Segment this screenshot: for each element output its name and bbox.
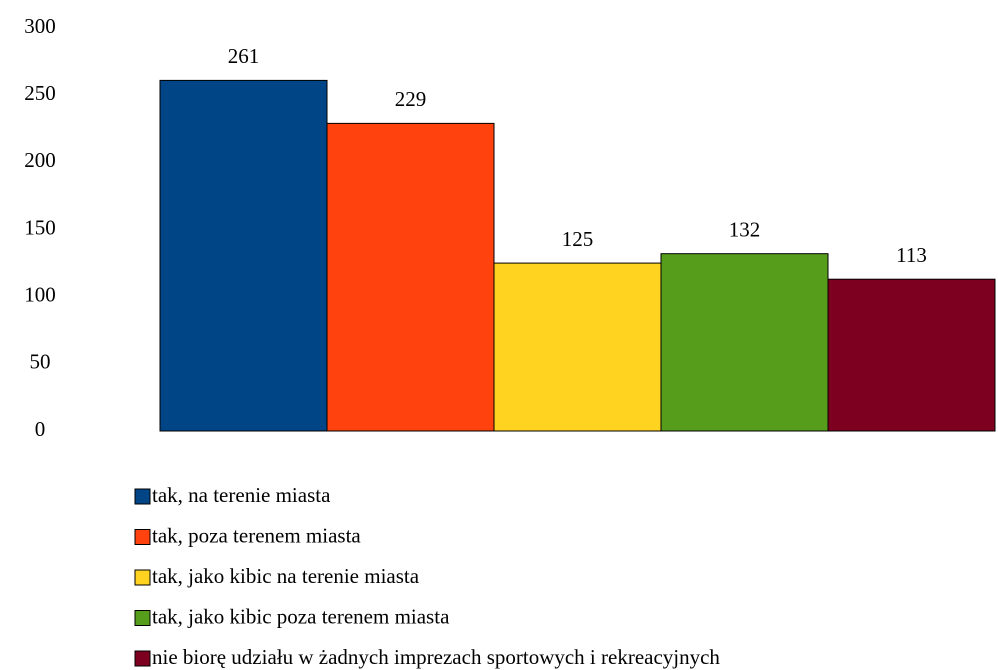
y-tick-label: 250 bbox=[24, 81, 56, 105]
y-tick-label: 50 bbox=[30, 350, 51, 374]
legend-swatch bbox=[134, 488, 151, 505]
y-tick-label: 300 bbox=[24, 14, 56, 38]
value-label: 229 bbox=[395, 87, 427, 111]
bar bbox=[660, 253, 829, 432]
legend-label: tak, jako kibic poza terenem miasta bbox=[152, 604, 450, 628]
y-tick-label: 100 bbox=[24, 282, 56, 306]
y-tick-label: 150 bbox=[24, 215, 56, 239]
legend-label: tak, na terenie miasta bbox=[152, 483, 331, 507]
bar bbox=[326, 122, 495, 432]
legend-label: tak, jako kibic na terenie miasta bbox=[152, 564, 420, 588]
value-label: 261 bbox=[228, 44, 260, 68]
legend-swatch bbox=[134, 650, 151, 667]
value-label: 125 bbox=[562, 227, 594, 251]
legend-label: tak, poza terenem miasta bbox=[152, 523, 361, 547]
legend-label: nie biorę udziału w żadnych imprezach sp… bbox=[152, 645, 720, 669]
bar bbox=[493, 262, 662, 432]
legend-swatch bbox=[134, 529, 151, 545]
legend-swatch bbox=[134, 610, 151, 626]
bar bbox=[159, 79, 328, 432]
y-tick-label: 0 bbox=[35, 417, 46, 441]
legend-swatch bbox=[134, 569, 151, 586]
value-label: 132 bbox=[729, 217, 761, 241]
y-tick-label: 200 bbox=[24, 148, 56, 172]
value-label: 113 bbox=[896, 243, 927, 267]
bar bbox=[827, 278, 996, 432]
